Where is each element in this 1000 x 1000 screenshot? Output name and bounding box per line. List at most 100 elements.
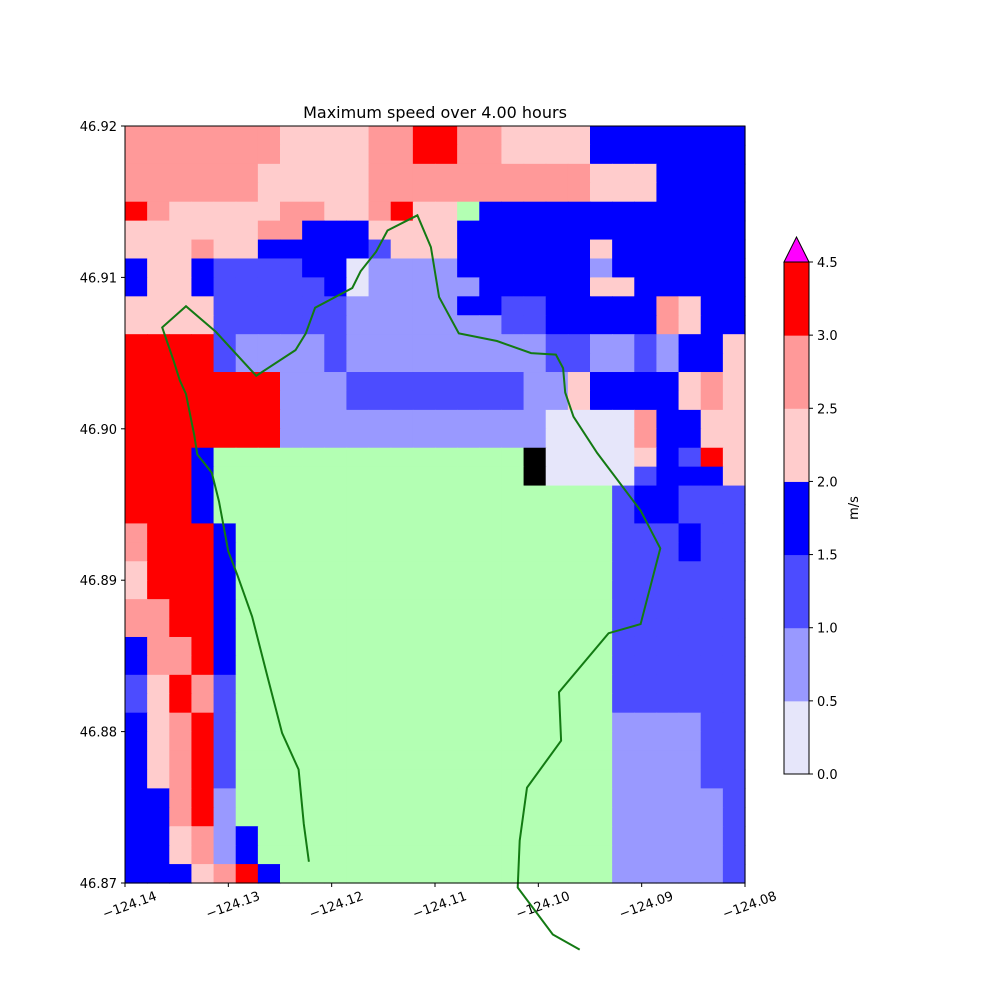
heatmap-cell xyxy=(213,864,237,884)
heatmap-cell xyxy=(235,636,259,657)
heatmap-cell xyxy=(147,409,170,430)
heatmap-cell xyxy=(169,201,193,222)
heatmap-cell xyxy=(412,864,436,884)
heatmap-cell xyxy=(567,182,591,203)
heatmap-cell xyxy=(280,126,303,146)
heatmap-cell xyxy=(612,163,635,184)
heatmap-cell xyxy=(390,523,414,543)
heatmap-cell xyxy=(634,542,658,562)
heatmap-cell xyxy=(523,220,547,241)
heatmap-cell xyxy=(545,845,569,865)
heatmap-cell xyxy=(590,580,613,600)
heatmap-cell xyxy=(368,674,392,695)
heatmap-cell xyxy=(191,201,215,222)
heatmap-cell xyxy=(700,277,724,297)
heatmap-cell xyxy=(213,428,237,449)
heatmap-cell xyxy=(634,655,658,676)
heatmap-cell xyxy=(700,864,724,884)
heatmap-cell xyxy=(191,409,215,430)
heatmap-cell xyxy=(722,655,746,676)
heatmap-cell xyxy=(567,258,591,279)
heatmap-cell xyxy=(368,163,392,184)
heatmap-cell xyxy=(324,239,348,260)
heatmap-cell xyxy=(656,277,680,297)
heatmap-cell xyxy=(147,258,170,279)
heatmap-cell xyxy=(280,693,303,714)
heatmap-cell xyxy=(368,182,392,203)
heatmap-cell xyxy=(722,618,746,638)
heatmap-cell xyxy=(125,296,148,316)
heatmap-cell xyxy=(169,144,193,165)
heatmap-cell xyxy=(523,712,547,733)
heatmap-cell xyxy=(590,655,613,676)
heatmap-cell xyxy=(501,258,525,279)
heatmap-cell xyxy=(280,277,303,297)
heatmap-cell xyxy=(722,580,746,600)
heatmap-cell xyxy=(501,618,525,638)
heatmap-cell xyxy=(390,542,414,562)
heatmap-cell xyxy=(479,769,503,789)
heatmap-cell xyxy=(523,674,547,695)
heatmap-cell xyxy=(501,428,525,449)
heatmap-cell xyxy=(501,485,525,506)
heatmap-cell xyxy=(390,372,414,392)
heatmap-cell xyxy=(412,315,436,335)
heatmap-cell xyxy=(346,353,370,373)
heatmap-cell xyxy=(545,239,569,260)
heatmap-cell xyxy=(545,674,569,695)
heatmap-cell xyxy=(567,201,591,222)
heatmap-cell xyxy=(213,353,237,373)
heatmap-cell xyxy=(147,523,170,543)
heatmap-cell xyxy=(612,561,635,581)
heatmap-cell xyxy=(567,845,591,865)
heatmap-cell xyxy=(523,693,547,714)
heatmap-cell xyxy=(412,372,436,392)
heatmap-cell xyxy=(722,220,746,241)
heatmap-cell xyxy=(457,447,480,468)
heatmap-cell xyxy=(280,296,303,316)
heatmap-cell xyxy=(324,655,348,676)
heatmap-cell xyxy=(590,353,613,373)
heatmap-cell xyxy=(147,693,170,714)
heatmap-cell xyxy=(412,712,436,733)
heatmap-cell xyxy=(213,315,237,335)
heatmap-cell xyxy=(479,788,503,808)
colorbar-tick-label: 4.5 xyxy=(817,256,838,271)
heatmap-cell xyxy=(722,334,746,354)
heatmap-cell xyxy=(213,542,237,562)
heatmap-cell xyxy=(324,409,348,430)
heatmap-cell xyxy=(235,580,259,600)
heatmap-cell xyxy=(257,258,281,279)
heatmap-cell xyxy=(368,864,392,884)
heatmap-cell xyxy=(346,599,370,619)
heatmap-cell xyxy=(191,864,215,884)
heatmap-cell xyxy=(435,807,458,827)
heatmap-cell xyxy=(634,334,658,354)
heatmap-cell xyxy=(501,674,525,695)
heatmap-cell xyxy=(368,769,392,789)
heatmap-cell xyxy=(324,428,348,449)
heatmap-cell xyxy=(169,807,193,827)
heatmap-cell xyxy=(590,788,613,808)
heatmap-cell xyxy=(656,144,680,165)
heatmap-cell xyxy=(545,126,569,146)
heatmap-cell xyxy=(346,712,370,733)
heatmap-cell xyxy=(479,353,503,373)
heatmap-cell xyxy=(324,542,348,562)
heatmap-cell xyxy=(302,163,325,184)
heatmap-cell xyxy=(213,182,237,203)
heatmap-cell xyxy=(634,353,658,373)
heatmap-cell xyxy=(346,428,370,449)
heatmap-cell xyxy=(213,788,237,808)
heatmap-cell xyxy=(612,220,635,241)
heatmap-cell xyxy=(390,126,414,146)
heatmap-cell xyxy=(147,750,170,771)
heatmap-cell xyxy=(257,447,281,468)
heatmap-cell xyxy=(125,485,148,506)
heatmap-cell xyxy=(678,731,702,752)
heatmap-cell xyxy=(125,258,148,279)
heatmap-cell xyxy=(634,220,658,241)
heatmap-cell xyxy=(656,353,680,373)
heatmap-cell xyxy=(656,655,680,676)
heatmap-cell xyxy=(590,126,613,146)
